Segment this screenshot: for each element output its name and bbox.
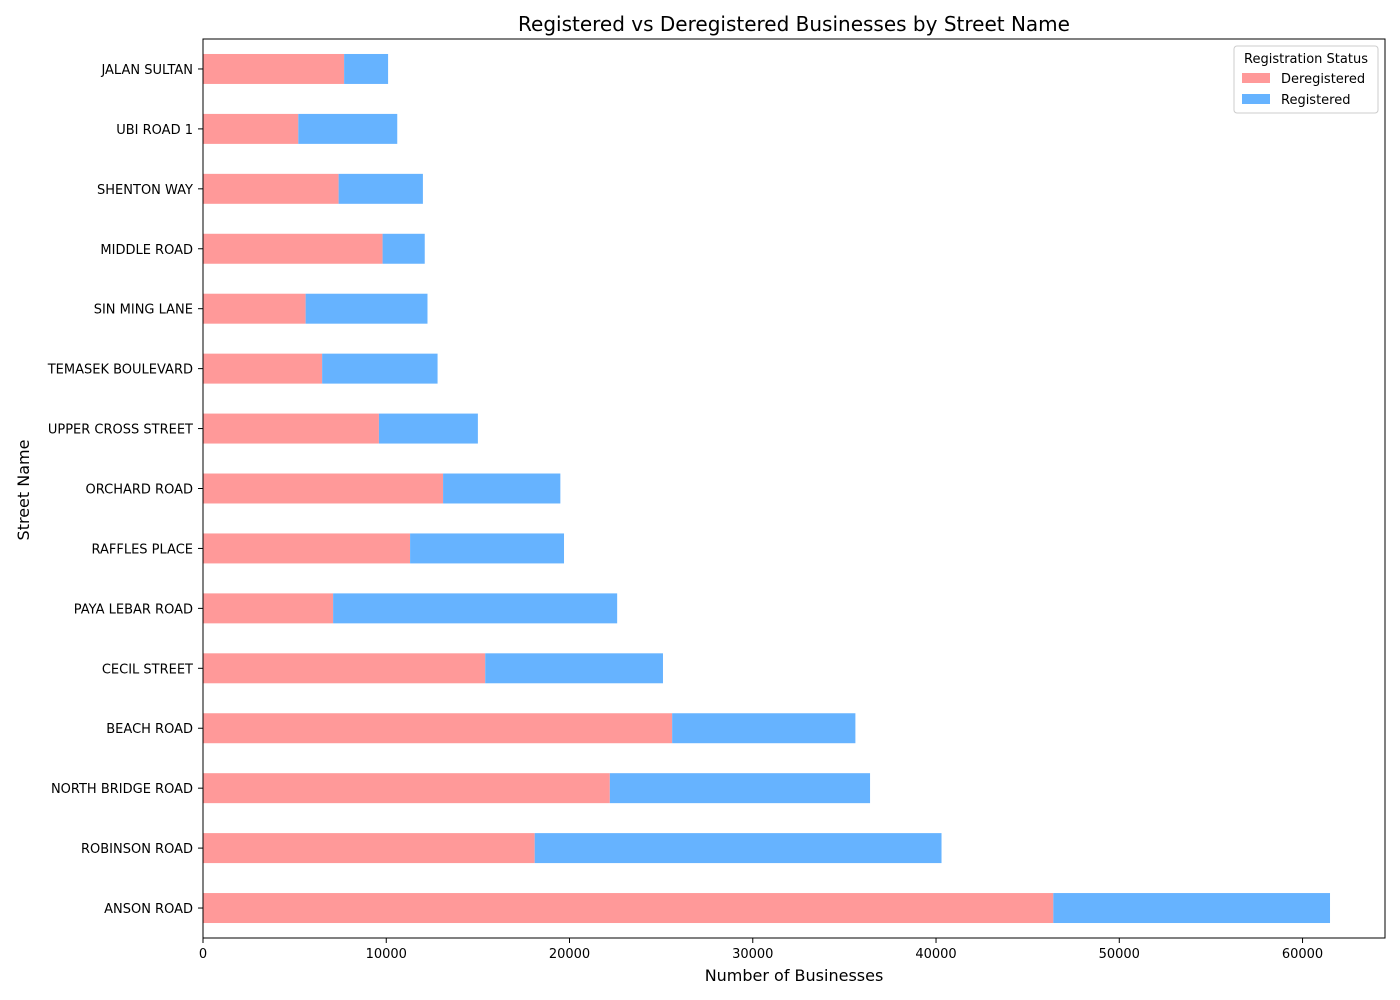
bar-registered-cecil-street xyxy=(485,653,663,684)
bar-registered-paya-lebar-road xyxy=(333,593,618,624)
y-tick-label: BEACH ROAD xyxy=(106,722,193,737)
bar-deregistered-jalan-sultan xyxy=(203,53,345,84)
x-tick-label: 50000 xyxy=(1099,947,1140,962)
bar-deregistered-raffles-place xyxy=(203,533,411,564)
y-tick-label: PAYA LEBAR ROAD xyxy=(74,602,193,617)
bar-registered-anson-road xyxy=(1053,893,1331,924)
x-tick-label: 40000 xyxy=(915,947,956,962)
bar-deregistered-temasek-boulevard xyxy=(203,353,323,384)
legend-swatch-deregistered xyxy=(1242,73,1270,83)
bar-deregistered-sin-ming-lane xyxy=(203,293,306,324)
bar-registered-beach-road xyxy=(672,713,856,744)
bar-registered-jalan-sultan xyxy=(344,53,389,84)
bar-registered-shenton-way xyxy=(338,173,423,204)
x-tick-label: 60000 xyxy=(1282,947,1323,962)
y-tick-label: UPPER CROSS STREET xyxy=(48,423,193,438)
y-tick-label: TEMASEK BOULEVARD xyxy=(47,363,193,378)
legend-title: Registration Status xyxy=(1244,52,1368,67)
y-tick-label: ANSON ROAD xyxy=(104,902,193,917)
bar-deregistered-shenton-way xyxy=(203,173,339,204)
bar-registered-north-bridge-road xyxy=(609,773,871,804)
legend-swatch-registered xyxy=(1242,94,1270,104)
bar-registered-sin-ming-lane xyxy=(305,293,428,324)
y-tick-label: RAFFLES PLACE xyxy=(91,542,193,557)
bar-deregistered-upper-cross-street xyxy=(203,413,379,444)
legend: Registration Status Deregistered Registere… xyxy=(1233,45,1379,114)
x-tick-label: 10000 xyxy=(366,947,407,962)
y-tick-label: MIDDLE ROAD xyxy=(100,243,193,258)
x-tick-label: 20000 xyxy=(549,947,590,962)
bar-registered-upper-cross-street xyxy=(378,413,478,444)
bar-registered-robinson-road xyxy=(534,833,942,864)
y-tick-label: UBI ROAD 1 xyxy=(116,123,193,138)
y-tick-label: SIN MING LANE xyxy=(94,303,193,318)
bar-deregistered-robinson-road xyxy=(203,833,535,864)
bar-deregistered-ubi-road-1 xyxy=(203,113,299,144)
y-tick-label: ROBINSON ROAD xyxy=(81,842,193,857)
bar-deregistered-orchard-road xyxy=(203,473,444,504)
bar-deregistered-middle-road xyxy=(203,233,383,264)
bar-deregistered-beach-road xyxy=(203,713,673,744)
bar-registered-temasek-boulevard xyxy=(322,353,438,384)
axes-layer: 0 10000 20000 30000 40000 50000 60000 ANSON ROA… xyxy=(47,38,1386,962)
bar-registered-middle-road xyxy=(382,233,425,264)
chart-title: Registered vs Deregistered Businesses by… xyxy=(518,12,1070,36)
bar-registered-ubi-road-1 xyxy=(298,113,398,144)
legend-label-deregistered: Deregistered xyxy=(1281,72,1365,87)
y-axis-label: Street Name xyxy=(14,440,33,541)
y-tick-label: ORCHARD ROAD xyxy=(86,483,193,498)
bar-registered-orchard-road xyxy=(443,473,561,504)
y-tick-label: NORTH BRIDGE ROAD xyxy=(51,782,193,797)
y-tick-label: JALAN SULTAN xyxy=(100,63,193,78)
bar-registered-raffles-place xyxy=(410,533,565,564)
y-tick-label: CECIL STREET xyxy=(102,662,193,677)
x-tick-label: 0 xyxy=(199,947,207,962)
legend-label-registered: Registered xyxy=(1281,93,1351,108)
x-axis-label: Number of Businesses xyxy=(705,966,884,985)
y-tick-label: SHENTON WAY xyxy=(97,183,193,198)
bar-deregistered-anson-road xyxy=(203,893,1054,924)
bars-layer xyxy=(203,53,1331,924)
bar-deregistered-cecil-street xyxy=(203,653,486,684)
x-tick-label: 30000 xyxy=(732,947,773,962)
bar-deregistered-paya-lebar-road xyxy=(203,593,334,624)
bar-deregistered-north-bridge-road xyxy=(203,773,610,804)
